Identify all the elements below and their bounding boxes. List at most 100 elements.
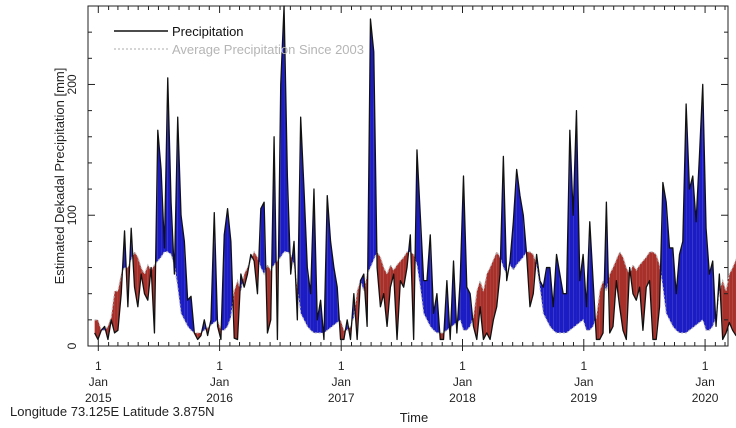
difference-fill <box>267 264 271 333</box>
x-axis-title: Time <box>400 410 428 425</box>
difference-fill <box>589 221 594 331</box>
difference-fill <box>652 251 657 340</box>
difference-fill <box>579 254 584 323</box>
difference-fill <box>609 267 614 333</box>
difference-fill <box>483 274 487 340</box>
difference-fill <box>646 251 650 288</box>
legend-average-label: Average Precipitation Since 2003 <box>172 42 364 57</box>
y-tick-label: 100 <box>65 205 79 225</box>
difference-fill <box>722 280 727 340</box>
x-tick-label-day: 1 <box>338 359 345 373</box>
x-tick-label-day: 1 <box>459 359 466 373</box>
difference-fill <box>636 264 640 301</box>
difference-fill <box>187 296 192 331</box>
difference-fill <box>234 280 238 340</box>
x-tick-label-month: Jan <box>453 375 472 389</box>
difference-fill <box>224 208 228 331</box>
difference-fill <box>97 319 102 340</box>
x-tick-label-month: Jan <box>332 375 351 389</box>
difference-fill <box>480 280 484 340</box>
legend: Precipitation Average Precipitation Sinc… <box>114 24 364 57</box>
difference-fill <box>706 228 710 331</box>
difference-fill <box>300 117 304 320</box>
y-tick-label: 0 <box>65 342 79 349</box>
difference-fill <box>486 267 491 340</box>
difference-fill <box>340 319 344 340</box>
x-tick-label-day: 1 <box>580 359 587 373</box>
precipitation-line <box>94 5 736 341</box>
location-label: Longitude 73.125E Latitude 3.875N <box>10 404 215 419</box>
difference-fill <box>400 257 404 288</box>
difference-fill <box>423 280 427 320</box>
difference-fill <box>260 202 265 275</box>
difference-fill <box>689 176 693 331</box>
difference-fill <box>529 251 534 307</box>
difference-fill <box>433 293 437 333</box>
difference-fill <box>686 104 690 333</box>
difference-fill <box>493 251 497 320</box>
difference-fill <box>556 254 560 333</box>
difference-fill <box>440 332 444 340</box>
x-tick-label-year: 2016 <box>206 391 233 405</box>
difference-fill <box>596 291 600 340</box>
difference-fill <box>546 267 550 327</box>
legend-precipitation-label: Precipitation <box>172 24 244 39</box>
difference-fill <box>94 319 98 340</box>
difference-fill <box>383 267 388 327</box>
precipitation-line-group <box>94 5 736 341</box>
difference-fill <box>426 234 431 327</box>
difference-fill <box>360 274 364 292</box>
difference-fill <box>726 274 730 333</box>
x-tick-label-month: Jan <box>210 375 229 389</box>
difference-fill <box>466 287 471 331</box>
difference-fill <box>181 215 185 320</box>
difference-fill <box>676 254 680 333</box>
difference-fill <box>370 19 374 268</box>
difference-fill <box>134 251 138 307</box>
difference-fill <box>622 257 627 340</box>
difference-fill <box>672 247 677 331</box>
difference-fill <box>563 293 567 333</box>
x-tick-label-month: Jan <box>89 375 108 389</box>
difference-fill <box>679 241 683 333</box>
y-axis: 0 100 200 <box>65 5 728 349</box>
difference-fill <box>632 264 637 301</box>
difference-fill <box>696 156 700 326</box>
x-tick-label-year: 2015 <box>85 391 112 405</box>
difference-fill <box>616 251 620 307</box>
difference-fill <box>666 202 670 320</box>
difference-fill <box>333 267 338 326</box>
x-tick-label-day: 1 <box>702 359 709 373</box>
x-axis: 1 Jan 2015 1 Jan 2016 1 Jan 2017 1 Jan 2018 1 Jan 2019… <box>85 6 726 405</box>
difference-fill <box>656 254 660 340</box>
difference-fill <box>476 280 481 340</box>
x-tick-label-day: 1 <box>95 359 102 373</box>
difference-fill <box>729 267 733 331</box>
difference-fill <box>177 117 182 314</box>
difference-fill <box>127 263 130 307</box>
difference-fill <box>416 149 421 288</box>
difference-fill <box>599 280 604 340</box>
difference-fill <box>114 291 118 333</box>
x-tick-label-year: 2017 <box>328 391 355 405</box>
difference-fill <box>662 182 667 314</box>
y-axis-title: Estimated Dekadal Precipitation [mm] <box>52 68 67 285</box>
difference-fill <box>669 247 673 327</box>
difference-fill <box>144 264 148 301</box>
difference-fill <box>403 251 408 288</box>
x-tick-label-year: 2018 <box>449 391 476 405</box>
difference-fill <box>490 259 494 340</box>
x-tick-label-year: 2020 <box>692 391 719 405</box>
difference-fill <box>513 169 517 271</box>
x-tick-label-year: 2019 <box>570 391 597 405</box>
difference-fill <box>709 261 713 331</box>
x-tick-label-month: Jan <box>695 375 714 389</box>
y-tick-label: 200 <box>65 74 79 94</box>
difference-fill <box>573 110 577 328</box>
x-tick-label-day: 1 <box>216 359 223 373</box>
difference-fill <box>307 267 311 331</box>
difference-fill <box>543 267 547 320</box>
x-tick-label-month: Jan <box>574 375 593 389</box>
difference-fill <box>569 130 574 331</box>
